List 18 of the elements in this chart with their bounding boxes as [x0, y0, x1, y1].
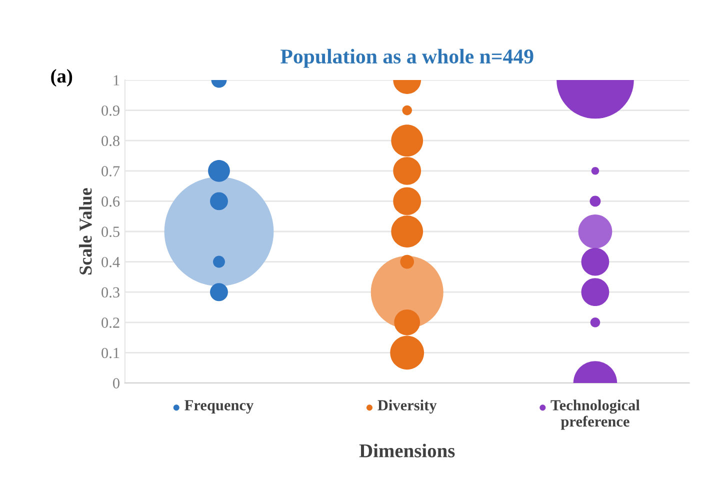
y-tick-label: 0.1 — [102, 348, 120, 358]
y-tick-label: 1 — [114, 75, 120, 86]
chart-title: Population as a whole n=449 — [280, 48, 534, 68]
x-tick-label: Diversity — [378, 400, 437, 414]
y-tick-label: 0.8 — [102, 136, 120, 146]
y-tick-label: 0.2 — [102, 318, 120, 328]
y-tick-label: 0.6 — [102, 196, 120, 207]
y-tick-label: 0 — [113, 378, 120, 388]
x-tick-label: Frequency — [184, 400, 254, 414]
y-axis-title: Scale Value — [79, 188, 92, 274]
text: (a) — [51, 69, 72, 87]
y-tick-label: 0.7 — [102, 166, 120, 176]
y-tick-label: 0.9 — [102, 105, 120, 116]
y-tick-label: 0.5 — [102, 226, 120, 238]
y-tick-label: 0.4 — [102, 256, 120, 268]
x-axis-title: Dimensions — [359, 444, 455, 458]
y-tick-label: 0.3 — [102, 287, 120, 298]
x-tick-label: Technological preference — [550, 400, 640, 430]
